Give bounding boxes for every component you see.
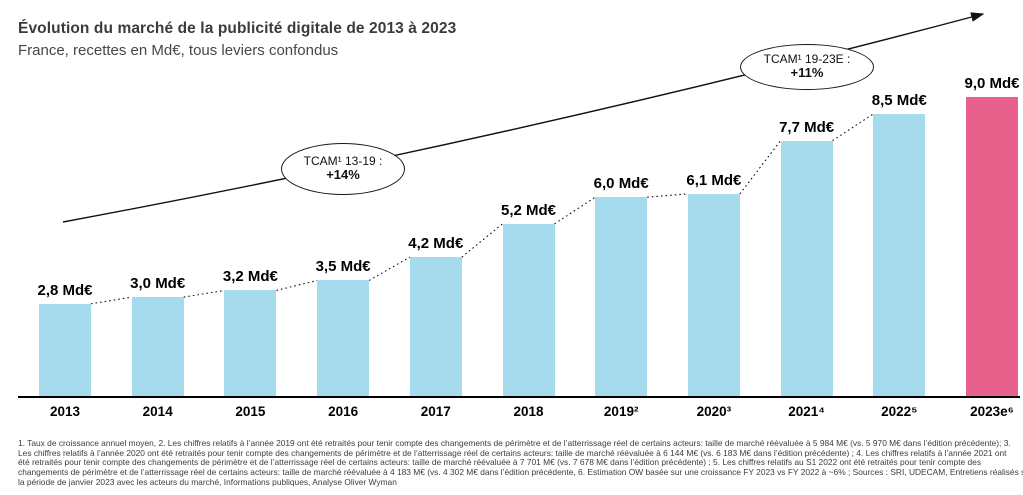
x-axis-line xyxy=(18,396,1020,398)
x-axis-label-2013: 2013 xyxy=(49,404,81,419)
chart-title: Évolution du marché de la publicité digi… xyxy=(18,20,457,37)
x-axis-label-2017: 2017 xyxy=(420,404,451,419)
bar-2018 xyxy=(502,223,555,397)
x-axis-label-2015: 2015 xyxy=(235,404,266,419)
bar-value-label-2020³: 6,1 Md€ xyxy=(686,171,742,189)
bar-2017 xyxy=(409,257,462,397)
bar-2021⁴ xyxy=(780,140,833,397)
dotted-connector xyxy=(647,193,688,198)
bar-value-label-2013: 2,8 Md€ xyxy=(37,281,93,299)
bar-2014 xyxy=(131,297,184,397)
dotted-connector xyxy=(461,223,503,258)
bar-2019² xyxy=(595,197,648,397)
footnote-line-4: changements de périmètre et de l’atterri… xyxy=(18,467,1023,478)
x-axis-label-2018: 2018 xyxy=(513,404,544,419)
tcam-2-value: +11% xyxy=(790,65,824,81)
tcam-annotation-2019-2023: TCAM¹ 19-23E : +11% xyxy=(740,44,874,90)
bar-value-label-2021⁴: 7,7 Md€ xyxy=(779,118,835,136)
footnotes: 1. Taux de croissance annuel moyen, 2. L… xyxy=(18,438,1023,488)
bar-value-label-2018: 5,2 Md€ xyxy=(500,201,557,219)
footnote-line-2: Les chiffres relatifs à l’année 2020 ont… xyxy=(18,447,1007,458)
footnote-line-1: 1. Taux de croissance annuel moyen, 2. L… xyxy=(18,438,1011,448)
dotted-connector xyxy=(832,113,874,142)
bar-value-label-2023e⁶: 9,0 Md€ xyxy=(964,75,1020,93)
x-axis-label-2020³: 2020³ xyxy=(696,404,732,419)
chart-subtitle: France, recettes en Md€, tous leviers co… xyxy=(18,42,339,59)
x-axis-label-2016: 2016 xyxy=(328,404,359,419)
bar-value-label-2016: 3,5 Md€ xyxy=(315,258,371,276)
dotted-connector xyxy=(90,296,132,305)
x-axis-label-2023e⁶: 2023e⁶ xyxy=(970,404,1014,419)
x-axis-label-2019²: 2019² xyxy=(603,404,639,419)
bar-2015 xyxy=(224,290,277,397)
footnote-line-5: la période de janvier 2023 avec les acte… xyxy=(18,476,397,487)
tcam-1-label: TCAM¹ 13-19 : xyxy=(303,153,383,168)
bar-2022⁵ xyxy=(873,113,926,397)
tcam-2-label: TCAM¹ 19-23E : xyxy=(763,51,851,66)
tcam-annotation-2013-2019: TCAM¹ 13-19 : +14% xyxy=(281,143,405,195)
tcam-1-value: +14% xyxy=(326,167,360,183)
dotted-connector xyxy=(554,196,596,225)
dotted-connector xyxy=(183,289,225,298)
dotted-connector xyxy=(368,256,411,281)
x-axis-label-2021⁴: 2021⁴ xyxy=(788,404,825,419)
bar-2016 xyxy=(317,280,370,397)
bar-2020³ xyxy=(687,193,740,397)
dotted-connectors xyxy=(90,113,874,305)
bar-value-label-2014: 3,0 Md€ xyxy=(130,275,186,293)
bar-value-label-2017: 4,2 Md€ xyxy=(408,235,464,253)
x-axis-label-2022⁵: 2022⁵ xyxy=(881,404,918,419)
dotted-connector xyxy=(739,140,782,195)
bar-value-label-2015: 3,2 Md€ xyxy=(222,268,278,286)
bar-2013 xyxy=(39,303,91,397)
bar-value-label-2019²: 6,0 Md€ xyxy=(593,175,649,193)
bar-2023e⁶ xyxy=(966,97,1018,397)
x-axis-label-2014: 2014 xyxy=(142,404,173,419)
dotted-connector xyxy=(276,279,318,291)
footnote-line-3: été retraités pour tenir compte des chan… xyxy=(18,457,982,468)
bar-value-label-2022⁵: 8,5 Md€ xyxy=(871,91,927,109)
